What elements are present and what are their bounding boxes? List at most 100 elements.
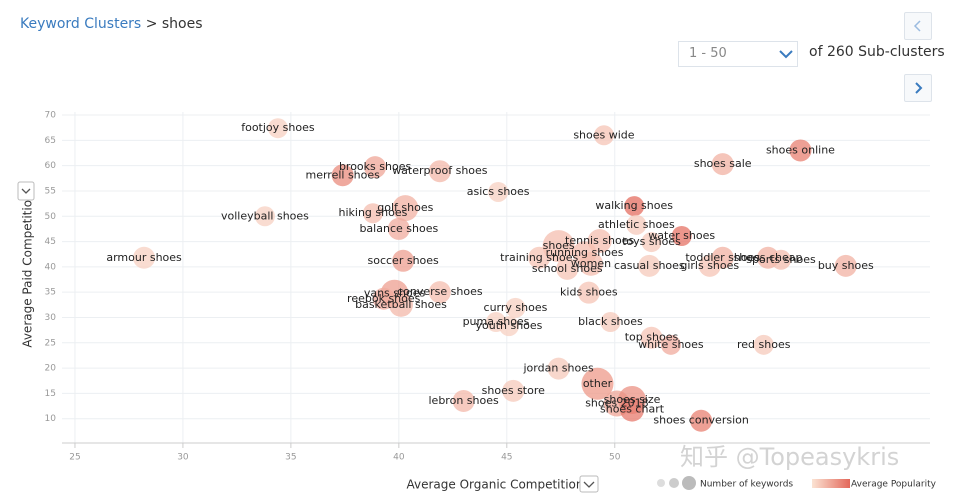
bubble [428, 281, 451, 304]
bubble-label: girls shoes [680, 259, 739, 272]
y-tick-label: 55 [45, 186, 56, 196]
bubble-label: shoes chart [600, 403, 665, 416]
bubble [498, 316, 519, 337]
bubble-label: shoes store [482, 384, 545, 397]
dropdown-arrow [21, 188, 31, 194]
bubble-label: shoes online [766, 143, 835, 156]
x-axis-title: Average Organic Competition [406, 478, 583, 492]
x-tick-label: 30 [177, 453, 189, 463]
bubble [711, 153, 734, 176]
color-legend-label: Average Popularity [851, 480, 937, 490]
select-arrow [779, 50, 793, 59]
plot-area [62, 112, 930, 443]
bubble-label: armour shoes [106, 251, 182, 264]
bubble [488, 181, 509, 202]
bubble [267, 118, 288, 139]
bubble-label: reebok shoes [347, 292, 421, 305]
bubble-label: shoes conversion [653, 414, 748, 427]
y-tick-label: 45 [45, 237, 56, 247]
bubble [771, 249, 792, 270]
bubble-label: shoes [543, 239, 575, 252]
bubble [362, 203, 383, 224]
bubble-label: curry shoes [484, 301, 548, 314]
bubble [556, 257, 579, 280]
bubble-label: toys shoes [622, 235, 681, 248]
size-legend-label: Number of keywords [700, 480, 793, 490]
bubble [380, 279, 409, 308]
bubble-label: jordan shoes [522, 362, 594, 375]
prev-button[interactable] [904, 12, 932, 40]
y-tick-label: 30 [45, 313, 57, 323]
y-tick-label: 10 [45, 414, 57, 424]
bubble-label: training shoes [500, 251, 578, 264]
bubble [587, 229, 612, 254]
bubble [452, 389, 475, 412]
bubble-label: golf shoes [377, 201, 433, 214]
bubble-label: balance shoes [359, 222, 438, 235]
bubble [671, 225, 692, 246]
y-tick-label: 40 [45, 262, 57, 272]
y-tick-label: 65 [45, 136, 56, 146]
bubble [660, 334, 681, 355]
bubble [387, 217, 410, 240]
bubble [388, 292, 413, 317]
bubble-label: athletic shoes [598, 218, 675, 231]
y-tick-label: 15 [45, 389, 56, 399]
bubble-label: kids shoes [560, 286, 618, 299]
page-select[interactable]: 1 - 50 [678, 41, 798, 67]
bubble-label: buy shoes [818, 259, 874, 272]
x-tick-label: 50 [609, 453, 621, 463]
bubble-label: shoes wide [573, 128, 634, 141]
bubble [331, 164, 354, 187]
bubble [254, 206, 275, 227]
bubble [581, 367, 614, 400]
bubble-label: waterproof shoes [392, 164, 488, 177]
breadcrumb-separator: > [145, 16, 158, 32]
bubble [547, 357, 570, 380]
bubble [711, 246, 734, 269]
bubble-label: red shoes [737, 338, 791, 351]
bubble [505, 297, 526, 318]
bubble-label: running shoes [546, 246, 624, 259]
breadcrumb-link[interactable]: Keyword Clusters [20, 16, 142, 32]
y-tick-label: 70 [45, 111, 57, 121]
bubble [618, 385, 647, 414]
bubble [753, 334, 774, 355]
x-tick-label: 35 [285, 453, 296, 463]
bubble-label: white shoes [638, 338, 704, 351]
bubble-label: shoes 2018 [585, 397, 648, 410]
x-axis-dropdown[interactable] [579, 475, 599, 493]
bubble-label: other [583, 377, 613, 390]
y-tick-label: 20 [45, 364, 57, 374]
bubble-label: lebron shoes [429, 394, 499, 407]
bubble [624, 196, 645, 217]
bubble [620, 397, 645, 422]
bubble-label: soccer shoes [368, 254, 440, 267]
bubble [757, 246, 780, 269]
bubble [834, 254, 857, 277]
bubble [133, 246, 156, 269]
bubble [392, 249, 415, 272]
bubble-label: puma shoes [463, 315, 530, 328]
bubble [640, 326, 663, 349]
bubble [542, 230, 575, 263]
bubble-label: black shoes [578, 315, 643, 328]
bubble [572, 241, 597, 266]
bubble-label: asics shoes [467, 185, 530, 198]
bubble [392, 195, 419, 222]
y-axis-dropdown[interactable] [17, 181, 35, 201]
size-legend-icon [669, 478, 679, 488]
breadcrumb: Keyword Clusters > shoes [20, 16, 203, 32]
next-button[interactable] [904, 74, 932, 102]
bubble [789, 139, 812, 162]
page-range: 1 - 50 [689, 46, 727, 61]
watermark: 知乎 @Topeasykris [680, 443, 899, 471]
bubble-label: sports shoes [746, 253, 816, 266]
bubble [698, 254, 721, 277]
bubble-label: top shoes [625, 331, 679, 344]
color-legend-bar [812, 479, 850, 488]
bubble-label: women [571, 257, 611, 270]
bubble [579, 251, 604, 276]
y-axis-title: Average Paid Competition [21, 192, 35, 347]
bubble [593, 125, 614, 146]
